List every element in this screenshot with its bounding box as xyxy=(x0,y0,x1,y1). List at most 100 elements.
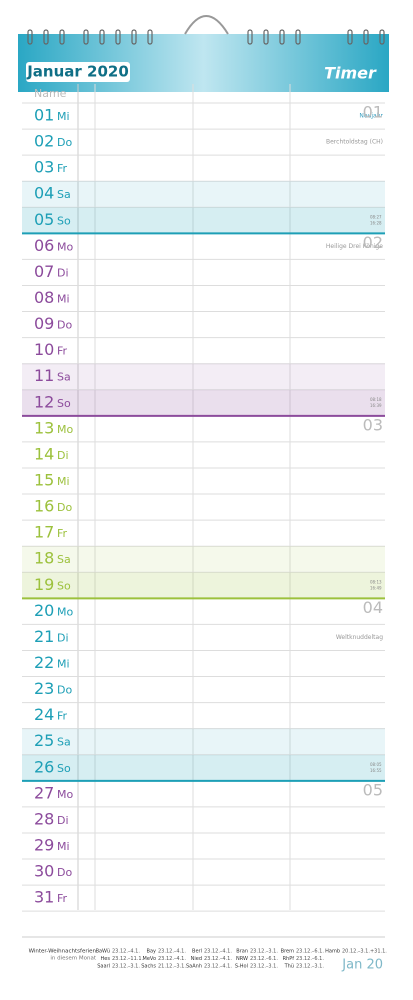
weekend-shade xyxy=(22,546,385,573)
weekend-shade xyxy=(22,754,385,781)
footer-dates: 23.12.–6.1. xyxy=(250,956,278,962)
weekday: Mi xyxy=(57,293,70,306)
footer-dates: 20.12.–3.1.+31.1. xyxy=(342,949,387,955)
day-number: 19 xyxy=(34,575,54,594)
footer-state: Sachs xyxy=(141,964,156,970)
ring xyxy=(59,29,65,45)
weekday: Di xyxy=(57,266,69,279)
day-number: 07 xyxy=(34,262,54,281)
sun-time: 16:39 xyxy=(370,403,382,408)
day-number: 16 xyxy=(34,497,54,516)
footer-state: Hamb xyxy=(325,949,340,955)
day-number: 17 xyxy=(34,523,54,542)
day-number: 05 xyxy=(34,210,54,229)
week-number: 05 xyxy=(363,780,383,799)
ring xyxy=(83,29,89,45)
weekday: Mi xyxy=(57,475,70,488)
footer-state: Bran xyxy=(236,949,248,955)
day-number: 21 xyxy=(34,627,54,646)
footer-dates: 23.12.–6.1. xyxy=(296,956,324,962)
weekday: Fr xyxy=(57,892,68,905)
weekday: So xyxy=(57,397,71,410)
weekday: Mi xyxy=(57,840,70,853)
ring xyxy=(115,29,121,45)
day-number: 11 xyxy=(34,366,54,385)
ring xyxy=(27,29,33,45)
sun-time: 08:18 xyxy=(370,397,382,402)
day-number: 18 xyxy=(34,549,54,568)
day-number: 02 xyxy=(34,132,54,151)
day-number: 24 xyxy=(34,705,54,724)
day-number: 12 xyxy=(34,392,54,411)
sun-time: 08:13 xyxy=(370,579,382,584)
weekend-shade xyxy=(22,572,385,599)
day-number: 27 xyxy=(34,783,54,802)
ring xyxy=(99,29,105,45)
footer-subtitle: in diesem Monat xyxy=(50,956,96,962)
day-number: 15 xyxy=(34,471,54,490)
weekend-shade xyxy=(22,363,385,390)
page-label: Jan 20 xyxy=(341,958,383,973)
ring xyxy=(147,29,153,45)
footer-dates: 23.12.–4.1. xyxy=(158,949,186,955)
footer-dates: 23.12.–4.1. xyxy=(204,949,232,955)
day-number: 26 xyxy=(34,757,54,776)
weekday: Mo xyxy=(57,423,73,436)
weekday: Fr xyxy=(57,527,68,540)
day-note: Weltknuddeltag xyxy=(336,634,383,641)
weekday: Sa xyxy=(57,736,71,749)
title-box xyxy=(26,62,130,82)
weekend-shade xyxy=(22,181,385,208)
weekday: Sa xyxy=(57,188,71,201)
day-number: 31 xyxy=(34,888,54,907)
brand: Timer xyxy=(324,64,377,83)
sun-time: 16:28 xyxy=(370,220,382,225)
footer-dates: 23.12.–3.1. xyxy=(296,964,324,970)
ring xyxy=(295,29,301,45)
footer-state: SaAnh xyxy=(186,964,202,970)
footer-state: MeVo xyxy=(143,956,156,962)
footer-state: Thü xyxy=(284,964,294,970)
day-number: 20 xyxy=(34,601,54,620)
day-number: 29 xyxy=(34,835,54,854)
week-number: 02 xyxy=(363,233,383,252)
weekday: Di xyxy=(57,449,69,462)
day-number: 22 xyxy=(34,653,54,672)
weekday: Do xyxy=(57,136,72,149)
day-number: 08 xyxy=(34,288,54,307)
weekday: Do xyxy=(57,684,72,697)
day-number: 14 xyxy=(34,444,54,463)
week-number: 01 xyxy=(363,103,383,122)
ring xyxy=(263,29,269,45)
weekday: Fr xyxy=(57,710,68,723)
weekday: Mo xyxy=(57,605,73,618)
day-number: 06 xyxy=(34,236,54,255)
weekday: Mi xyxy=(57,658,70,671)
ring xyxy=(43,29,49,45)
day-number: 23 xyxy=(34,679,54,698)
sun-time: 16:49 xyxy=(370,585,382,590)
day-note: Heilige Drei Könige xyxy=(326,243,383,250)
footer-dates: 21.12.–3.1. xyxy=(158,964,186,970)
footer-dates: 23.12.–3.1. xyxy=(250,949,278,955)
footer-dates: 23.12.–11.1. xyxy=(112,956,144,962)
weekend-shade xyxy=(22,389,385,416)
ring xyxy=(379,29,385,45)
month-title: Januar 2020 xyxy=(26,63,129,81)
ring xyxy=(363,29,369,45)
hanger xyxy=(184,15,229,35)
weekday: Sa xyxy=(57,371,71,384)
weekday: Di xyxy=(57,814,69,827)
weekday: Di xyxy=(57,631,69,644)
footer-state: Hes xyxy=(101,956,111,962)
weekday: So xyxy=(57,214,71,227)
footer-state: Nied xyxy=(191,956,202,962)
weekday: Do xyxy=(57,501,72,514)
spiral-binding xyxy=(27,29,385,45)
day-number: 13 xyxy=(34,418,54,437)
week-number: 04 xyxy=(363,598,383,617)
day-number: 04 xyxy=(34,184,54,203)
weekday: Mo xyxy=(57,788,73,801)
ring xyxy=(347,29,353,45)
